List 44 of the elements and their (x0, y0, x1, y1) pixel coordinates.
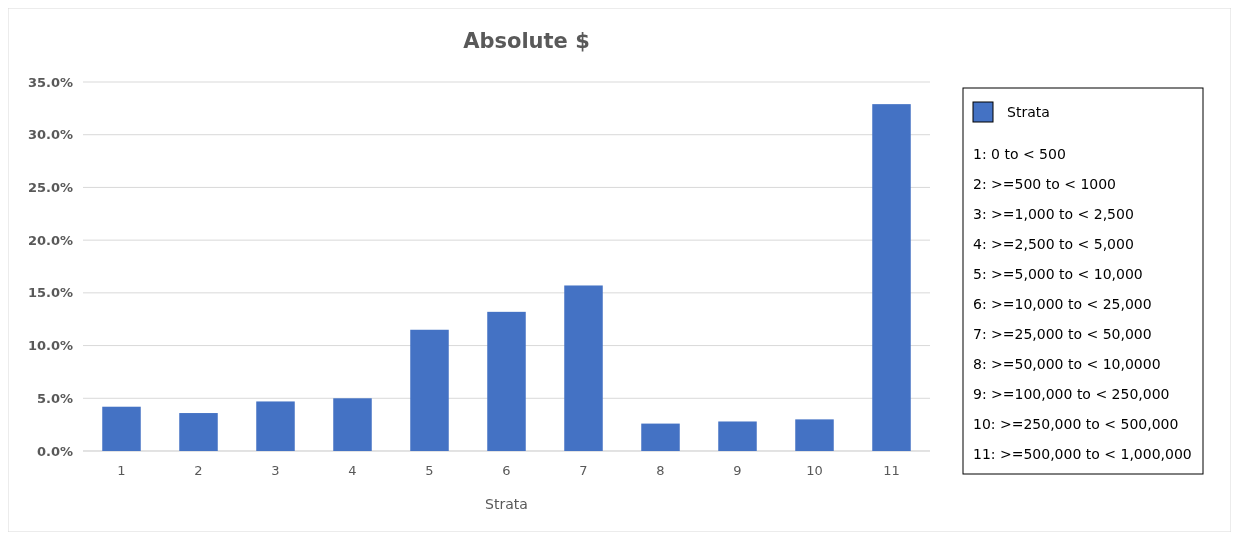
bar (179, 413, 218, 451)
text: 3: >=1,000 to < 2,500 (973, 205, 1134, 222)
x-tick-label: 2 (194, 463, 203, 478)
bar (564, 285, 603, 451)
text: 6: >=10,000 to < 25,000 (973, 295, 1152, 312)
x-tick-label: 4 (348, 463, 357, 478)
bar (872, 104, 911, 451)
x-axis-title: Strata (485, 496, 528, 512)
y-tick-label: 15.0% (27, 285, 73, 301)
chart-title: Absolute $ (463, 29, 590, 53)
text: 8: >=50,000 to < 10,0000 (973, 355, 1161, 372)
bar (333, 398, 372, 451)
text: 7: >=25,000 to < 50,000 (973, 325, 1152, 342)
text: 5: >=5,000 to < 10,000 (973, 265, 1143, 282)
y-tick-label: 5.0% (36, 390, 73, 406)
text: 11: >=500,000 to < 1,000,000 (973, 445, 1192, 462)
x-tick-label: 8 (656, 463, 665, 478)
bar (102, 406, 141, 451)
x-tick-label: 5 (425, 463, 434, 478)
y-tick-label: 0.0% (36, 443, 73, 459)
x-tick-label: 3 (271, 463, 280, 478)
y-tick-label: 35.0% (27, 74, 73, 90)
y-tick-label: 10.0% (27, 338, 73, 354)
y-tick-label: 25.0% (27, 179, 73, 195)
text: 10: >=250,000 to < 500,000 (973, 415, 1179, 432)
x-tick-label: 1 (117, 463, 126, 478)
text: 1: 0 to < 500 (973, 145, 1066, 162)
x-tick-label: 11 (883, 463, 900, 478)
x-tick-label: 9 (733, 463, 742, 478)
bar (256, 401, 295, 451)
bar (487, 311, 526, 451)
bar (641, 423, 680, 451)
text: 4: >=2,500 to < 5,000 (973, 235, 1134, 252)
y-tick-label: 30.0% (27, 127, 73, 143)
bar (718, 421, 757, 451)
legend-label: Strata (1007, 103, 1050, 120)
text: 9: >=100,000 to < 250,000 (973, 385, 1170, 402)
y-tick-label: 20.0% (27, 232, 73, 248)
x-tick-label: 10 (806, 463, 823, 478)
x-tick-label: 7 (579, 463, 588, 478)
bar (410, 329, 449, 451)
text: 2: >=500 to < 1000 (973, 175, 1117, 192)
bar (795, 419, 834, 451)
x-tick-label: 6 (502, 463, 511, 478)
